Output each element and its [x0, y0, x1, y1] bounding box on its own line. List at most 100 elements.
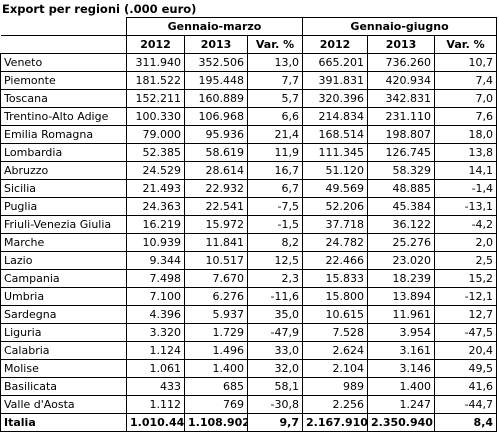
- value-cell: -30,8: [246, 395, 304, 414]
- region-name: Basilicata: [0, 377, 127, 396]
- value-cell: 342.831: [367, 89, 436, 108]
- region-name: Puglia: [0, 197, 127, 216]
- value-cell: 10.615: [302, 305, 369, 324]
- region-name: Emilia Romagna: [0, 125, 127, 144]
- table-row: Lazio 9.344 10.517 12,5 22.466 23.020 2,5: [0, 251, 498, 270]
- value-cell: 21,4: [246, 125, 304, 144]
- total-row: Italia1.010.4431.108.9029,72.167.9102.35…: [0, 413, 498, 432]
- value-cell: 28.614: [184, 161, 248, 180]
- value-cell: 58.329: [367, 161, 436, 180]
- value-cell: 20,4: [434, 341, 498, 360]
- table-row: Basilicata 433 685 58,1 989 1.400 41,6: [0, 377, 498, 396]
- value-cell: 13,0: [246, 53, 304, 72]
- table-row: Calabria 1.124 1.496 33,0 2.624 3.161 20,4: [0, 341, 498, 360]
- value-cell: 11.841: [184, 233, 248, 252]
- value-cell: 16,7: [246, 161, 304, 180]
- region-name: Friuli-Venezia Giulia: [0, 215, 127, 234]
- value-cell: 22.541: [184, 197, 248, 216]
- value-cell: 7,4: [434, 71, 498, 90]
- value-cell: 58,1: [246, 377, 304, 396]
- header-group-row: Gennaio-marzo Gennaio-giugno: [0, 17, 498, 36]
- value-cell: 195.448: [184, 71, 248, 90]
- header-group-gennaio-marzo: Gennaio-marzo: [125, 17, 304, 36]
- total-label: Italia: [0, 413, 127, 432]
- value-cell: 8,4: [434, 413, 498, 432]
- table-row: Piemonte 181.522 195.448 7,7 391.831 420.934 7…: [0, 71, 498, 90]
- value-cell: 2,0: [434, 233, 498, 252]
- value-cell: 24.529: [126, 161, 185, 180]
- region-name: Trentino-Alto Adige: [0, 107, 127, 126]
- value-cell: 7,7: [246, 71, 304, 90]
- value-cell: 2.104: [302, 359, 369, 378]
- value-cell: 52.206: [302, 197, 369, 216]
- table-row: Molise 1.061 1.400 32,0 2.104 3.146 49,5: [0, 359, 498, 378]
- value-cell: 6,7: [246, 179, 304, 198]
- value-cell: 58.619: [184, 143, 248, 162]
- region-name: Lazio: [0, 251, 127, 270]
- table-row: Emilia Romagna 79.000 95.936 21,4 168.514 198…: [0, 125, 498, 144]
- value-cell: 49.569: [302, 179, 369, 198]
- region-name: Valle d'Aosta: [0, 395, 127, 414]
- value-cell: 21.493: [126, 179, 185, 198]
- value-cell: 1.010.443: [126, 413, 185, 432]
- table-row: Sardegna 4.396 5.937 35,0 10.615 11.961 12,7: [0, 305, 498, 324]
- value-cell: 37.718: [302, 215, 369, 234]
- value-cell: 52.385: [126, 143, 185, 162]
- header-blank: [0, 17, 127, 36]
- region-name: Campania: [0, 269, 127, 288]
- value-cell: 2,3: [246, 269, 304, 288]
- value-cell: 15.833: [302, 269, 369, 288]
- value-cell: 10,7: [434, 53, 498, 72]
- value-cell: 2.167.910: [302, 413, 369, 432]
- header-region: [0, 35, 127, 54]
- region-name: Piemonte: [0, 71, 127, 90]
- value-cell: 7.670: [184, 269, 248, 288]
- value-cell: 320.396: [302, 89, 369, 108]
- value-cell: 2.256: [302, 395, 369, 414]
- value-cell: 168.514: [302, 125, 369, 144]
- value-cell: 11,9: [246, 143, 304, 162]
- value-cell: 24.782: [302, 233, 369, 252]
- value-cell: 391.831: [302, 71, 369, 90]
- region-name: Marche: [0, 233, 127, 252]
- value-cell: 5.937: [184, 305, 248, 324]
- region-name: Liguria: [0, 323, 127, 342]
- value-cell: 32,0: [246, 359, 304, 378]
- header-col: 2013: [184, 35, 248, 54]
- value-cell: 33,0: [246, 341, 304, 360]
- value-cell: 15.972: [184, 215, 248, 234]
- region-name: Lombardia: [0, 143, 127, 162]
- value-cell: 7.528: [302, 323, 369, 342]
- value-cell: 7,6: [434, 107, 498, 126]
- value-cell: 1.496: [184, 341, 248, 360]
- value-cell: 51.120: [302, 161, 369, 180]
- region-name: Sicilia: [0, 179, 127, 198]
- value-cell: 49,5: [434, 359, 498, 378]
- table-row: Liguria 3.320 1.729 -47,9 7.528 3.954 -47,5: [0, 323, 498, 342]
- value-cell: 5,7: [246, 89, 304, 108]
- value-cell: 2.624: [302, 341, 369, 360]
- value-cell: 13.894: [367, 287, 436, 306]
- value-cell: 106.968: [184, 107, 248, 126]
- value-cell: 160.889: [184, 89, 248, 108]
- table-row: Lombardia 52.385 58.619 11,9 111.345 126.745 1…: [0, 143, 498, 162]
- value-cell: 8,2: [246, 233, 304, 252]
- value-cell: 1.112: [126, 395, 185, 414]
- value-cell: 9,7: [246, 413, 304, 432]
- value-cell: 11.961: [367, 305, 436, 324]
- value-cell: 48.885: [367, 179, 436, 198]
- value-cell: 665.201: [302, 53, 369, 72]
- value-cell: 3.954: [367, 323, 436, 342]
- value-cell: 1.400: [184, 359, 248, 378]
- value-cell: 41,6: [434, 377, 498, 396]
- table-row: Sicilia 21.493 22.932 6,7 49.569 48.885 -1,4: [0, 179, 498, 198]
- table-row: Valle d'Aosta 1.112 769 -30,8 2.256 1.247 -44,…: [0, 395, 498, 414]
- value-cell: 214.834: [302, 107, 369, 126]
- value-cell: 14,1: [434, 161, 498, 180]
- value-cell: 36.122: [367, 215, 436, 234]
- value-cell: 6,6: [246, 107, 304, 126]
- value-cell: 79.000: [126, 125, 185, 144]
- value-cell: 3.146: [367, 359, 436, 378]
- value-cell: 769: [184, 395, 248, 414]
